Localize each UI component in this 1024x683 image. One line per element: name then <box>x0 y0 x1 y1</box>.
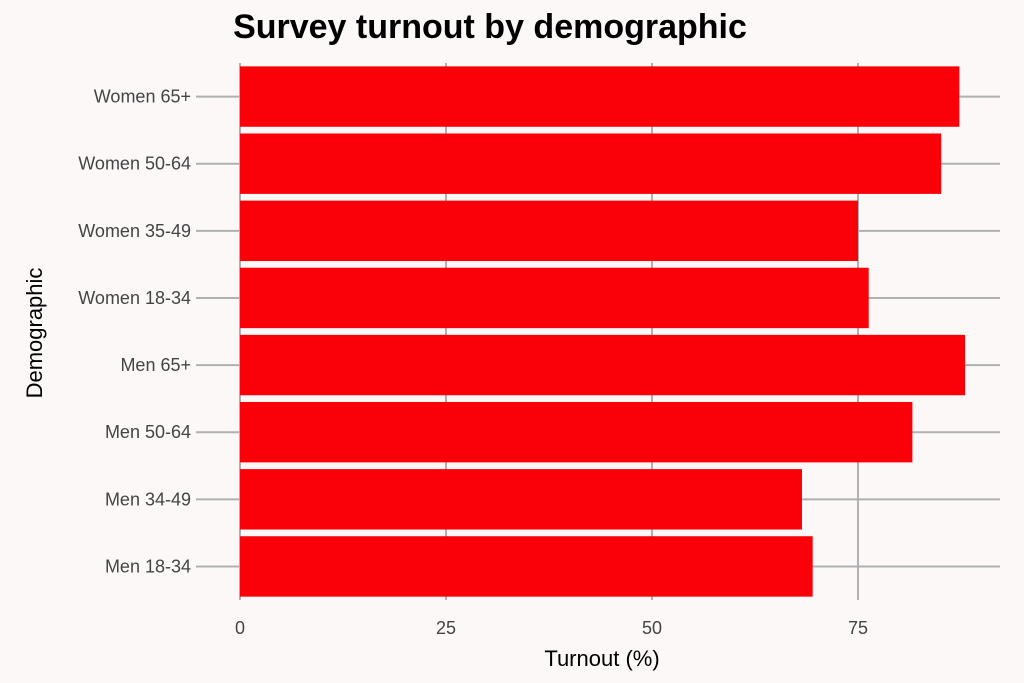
y-tick-label: Women 18-34 <box>78 288 191 308</box>
bar-men-65- <box>240 334 966 396</box>
y-tick-label: Men 65+ <box>120 355 191 375</box>
chart-title: Survey turnout by demographic <box>233 8 747 46</box>
bar-men-34-49 <box>240 469 802 530</box>
y-tick-label: Women 35-49 <box>78 221 191 241</box>
x-tick-labels: 0 25 50 75 <box>235 618 868 638</box>
x-tick-label: 25 <box>436 618 456 638</box>
x-tick-label: 0 <box>235 618 245 638</box>
y-tick-labels: Women 65+ Women 50-64 Women 35-49 Women 18-… <box>78 87 191 577</box>
bar-men-50-64 <box>240 401 913 463</box>
y-tick-label: Men 50-64 <box>105 422 191 442</box>
y-axis-title: Demographic <box>22 268 47 399</box>
bar-women-35-49 <box>240 200 858 262</box>
bars <box>240 66 966 597</box>
bar-women-65- <box>240 66 960 127</box>
x-tick-label: 75 <box>848 618 868 638</box>
y-tick-label: Men 34-49 <box>105 489 191 509</box>
bar-women-50-64 <box>240 133 942 194</box>
x-axis-title: Turnout (%) <box>544 646 659 671</box>
x-tick-label: 50 <box>642 618 662 638</box>
bar-women-18-34 <box>240 267 869 329</box>
y-tick-label: Men 18-34 <box>105 556 191 576</box>
y-tick-label: Women 50-64 <box>78 154 191 174</box>
y-tick-label: Women 65+ <box>94 87 191 107</box>
bar-men-18-34 <box>240 536 813 597</box>
